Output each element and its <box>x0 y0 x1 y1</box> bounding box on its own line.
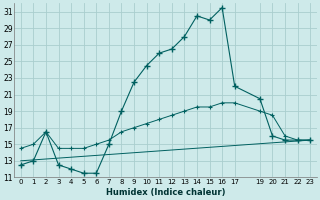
X-axis label: Humidex (Indice chaleur): Humidex (Indice chaleur) <box>106 188 225 197</box>
